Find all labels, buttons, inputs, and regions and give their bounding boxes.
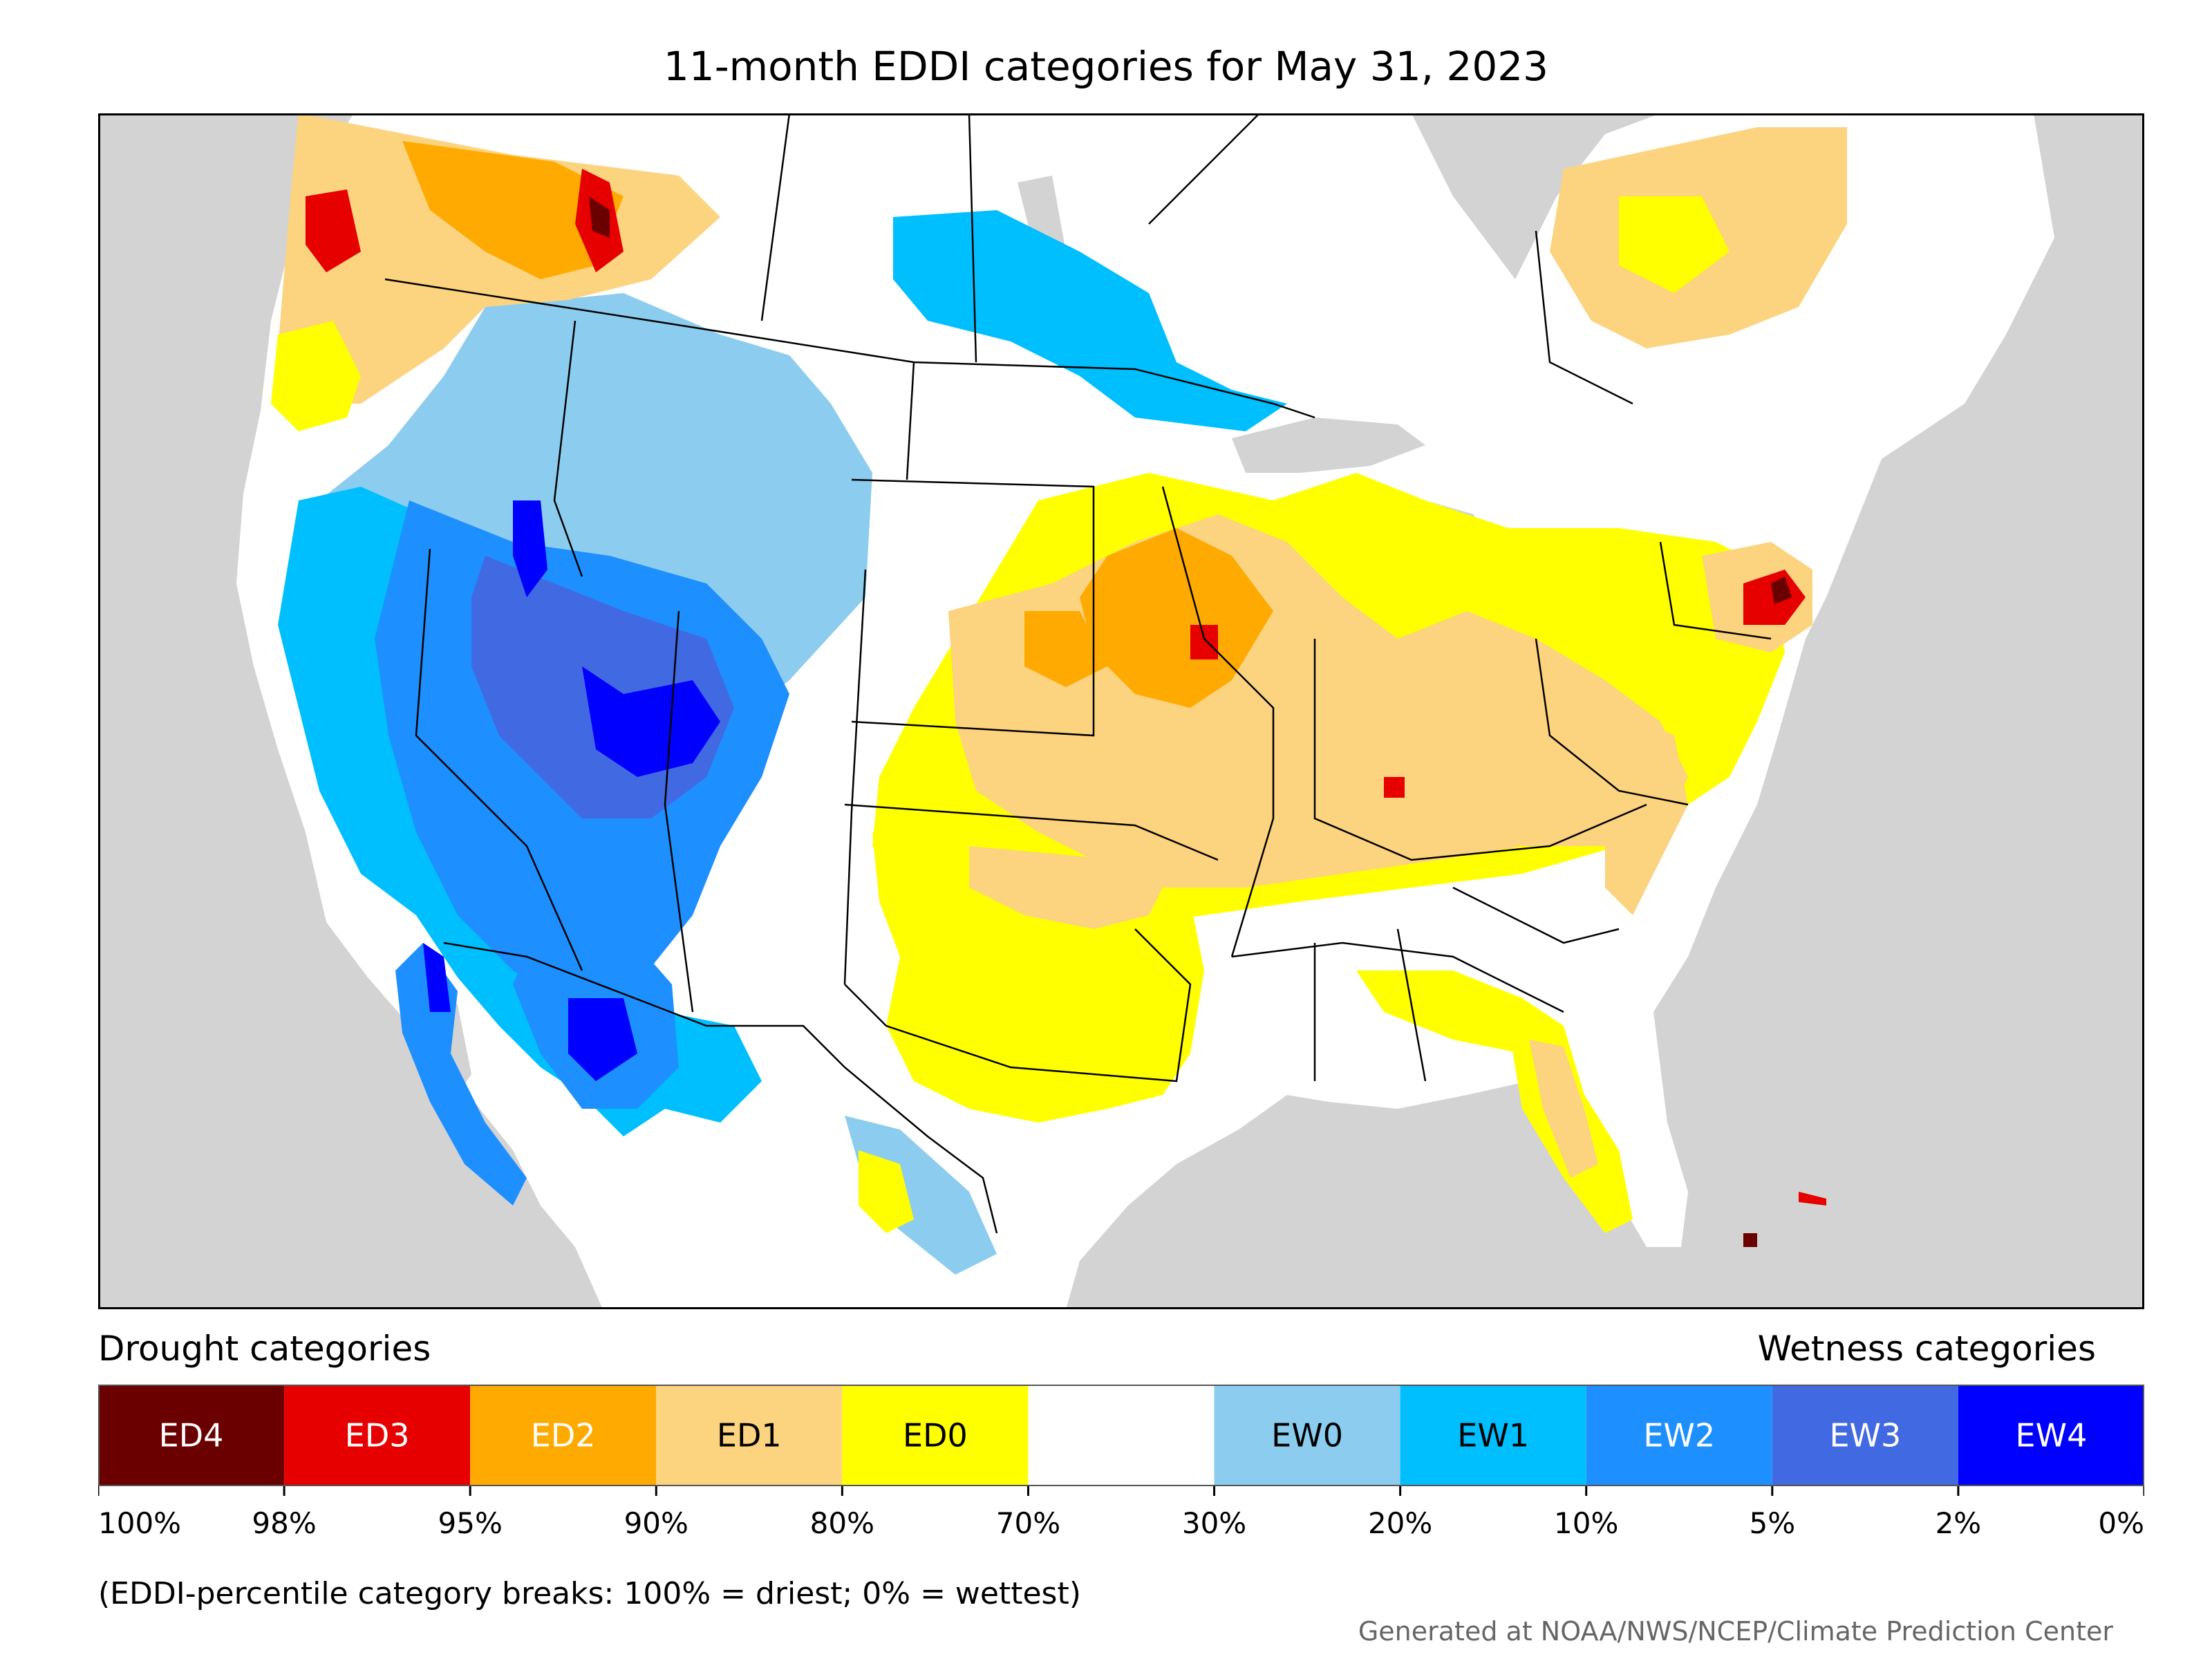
credit-line: Generated at NOAA/NWS/NCEP/Climate Predi…: [1358, 1616, 2113, 1647]
legend-swatch-ew2: [1586, 1385, 1772, 1486]
category-colorbar: ED4 ED3 ED2 ED1 ED0 EW0 EW1 EW2 EW3 EW4 100% 98% 95%…: [98, 1385, 2144, 1540]
state-border-northeast: [1659, 541, 1772, 640]
legend-tick-label: 98%: [252, 1506, 316, 1540]
legend-tick-label: 0%: [2098, 1506, 2144, 1540]
wetness-categories-heading: Wetness categories: [1757, 1329, 2096, 1369]
state-border-plains: [851, 478, 1095, 737]
legend-label-ew1: EW1: [1457, 1417, 1529, 1454]
state-border-carolinas: [1452, 886, 1620, 944]
canada-province-sask: [760, 113, 791, 321]
quebec-ed0: [1619, 196, 1730, 293]
legend-swatch-ew0: [1214, 1385, 1400, 1486]
legend-swatch-neutral: [1028, 1385, 1215, 1486]
map-title: 11-month EDDI categories for May 31, 202…: [663, 43, 1549, 90]
legend-swatch-ed1: [656, 1385, 843, 1486]
us-mexico-border: [443, 941, 998, 1234]
legend-frame: [98, 1385, 2144, 1486]
utah-colorado-core-wet: [582, 666, 720, 777]
hudson-bay-inlet: [1432, 134, 1515, 224]
pacific-northwest-ed0: [271, 321, 361, 431]
canada-province-manitoba: [968, 113, 977, 363]
kansas-ed2: [1024, 611, 1107, 687]
legend-tick-label: 30%: [1182, 1506, 1246, 1540]
legend-swatch-ed3: [284, 1385, 471, 1486]
kentucky-ed3: [1384, 777, 1405, 798]
baja-california-wet: [395, 943, 527, 1206]
legend-tick-label: 80%: [810, 1506, 874, 1540]
state-border-utah-co: [664, 610, 694, 1013]
state-border-nevada: [415, 548, 583, 971]
legend-tick-label: 20%: [1368, 1506, 1432, 1540]
legend-tick-label: 5%: [1749, 1506, 1795, 1540]
legend-label-ew0: EW0: [1271, 1417, 1343, 1454]
drought-categories-heading: Drought categories: [98, 1329, 431, 1369]
florida-ed1: [1529, 1040, 1598, 1178]
legend-tick-label: 70%: [996, 1506, 1060, 1540]
state-border-al-ga: [1313, 928, 1427, 1082]
state-border-mt-nd: [906, 362, 915, 480]
texas-panhandle-wet: [845, 1116, 997, 1275]
legend-swatch-ed2: [470, 1385, 657, 1486]
canadian-prairie-wet: [893, 210, 1287, 431]
state-border-ks-ok: [844, 803, 1219, 861]
bc-ed4: [589, 196, 610, 238]
map-frame: [98, 113, 2144, 1309]
us-canada-border: [384, 278, 1315, 419]
arizona-core-wet: [568, 998, 637, 1081]
state-border-appalachia: [1535, 638, 1689, 806]
iowa-missouri-dry: [1080, 528, 1273, 708]
mid-atlantic-dry: [1605, 708, 1688, 915]
legend-tick-label: 10%: [1554, 1506, 1618, 1540]
bc-ed3: [306, 189, 361, 272]
legend-label-ew3: EW3: [1829, 1417, 1901, 1454]
legend-label-ed1: ED1: [717, 1417, 782, 1454]
iowa-ed3: [1190, 625, 1218, 659]
new-england-ed4: [1771, 577, 1792, 604]
category-breaks-note: (EDDI-percentile category breaks: 100% =…: [98, 1576, 1081, 1611]
canada-province-ontario: [1148, 113, 1260, 225]
state-border-mississippi: [1161, 486, 1275, 957]
legend-label-ed3: ED3: [345, 1417, 410, 1454]
legend-swatch-ew3: [1772, 1385, 1958, 1486]
legend-tick-label: 2%: [1936, 1506, 1982, 1540]
eddi-map: [98, 113, 2144, 1309]
legend-label-ew2: EW2: [1643, 1417, 1715, 1454]
state-border-south: [1231, 941, 1564, 1013]
canada-province-quebec: [1535, 230, 1633, 405]
legend-label-ed0: ED0: [903, 1417, 968, 1454]
legend-swatch-ew1: [1400, 1385, 1586, 1486]
lake-superior: [1232, 418, 1425, 473]
oklahoma-dry: [969, 846, 1163, 929]
utah-north-core-wet: [513, 500, 547, 597]
state-border-ohio-valley: [1313, 639, 1647, 861]
legend-swatch-ed0: [842, 1385, 1029, 1486]
legend-label-ed4: ED4: [159, 1417, 224, 1454]
legend-swatch-ew4: [1958, 1385, 2144, 1486]
legend-label-ew4: EW4: [2016, 1417, 2088, 1454]
legend-tick-label: 95%: [438, 1506, 503, 1540]
british-columbia-dry-core: [402, 141, 624, 279]
bahamas-ed4: [1743, 1233, 1757, 1247]
state-border-co-ks: [843, 569, 867, 985]
legend-tick-label: 90%: [624, 1506, 688, 1540]
state-border-tx: [844, 928, 1192, 1082]
legend-label-ed2: ED2: [531, 1417, 596, 1454]
legend-swatch-ed4: [98, 1385, 285, 1486]
bahamas-ed3: [1799, 1192, 1826, 1206]
south-texas-ed0: [859, 1150, 914, 1233]
southern-california-core-wet: [423, 943, 451, 1012]
state-border-rockies: [553, 320, 583, 577]
legend-tick-label: 100%: [98, 1506, 181, 1540]
boundaries: [384, 113, 1772, 1234]
